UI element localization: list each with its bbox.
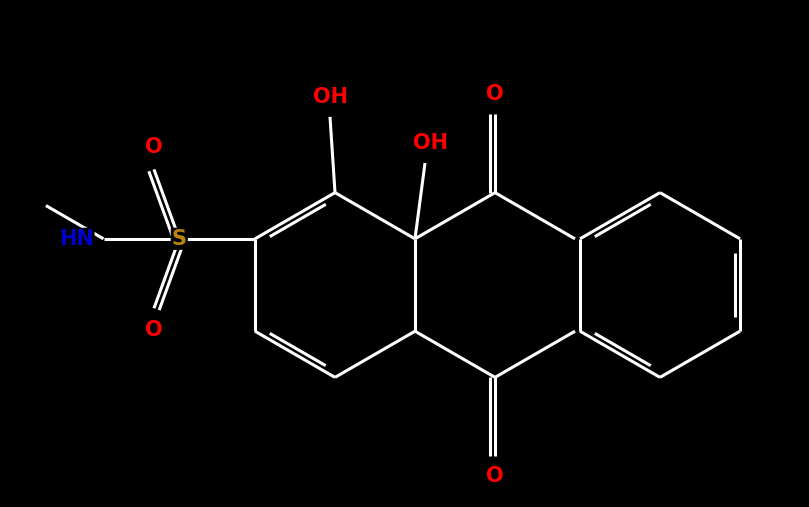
Text: S: S bbox=[172, 229, 187, 249]
Text: O: O bbox=[486, 466, 504, 486]
Text: OH: OH bbox=[312, 87, 348, 107]
Text: O: O bbox=[486, 84, 504, 104]
Text: HN: HN bbox=[59, 229, 94, 249]
Text: O: O bbox=[145, 320, 163, 340]
Text: OH: OH bbox=[413, 133, 447, 153]
Text: O: O bbox=[145, 137, 163, 157]
